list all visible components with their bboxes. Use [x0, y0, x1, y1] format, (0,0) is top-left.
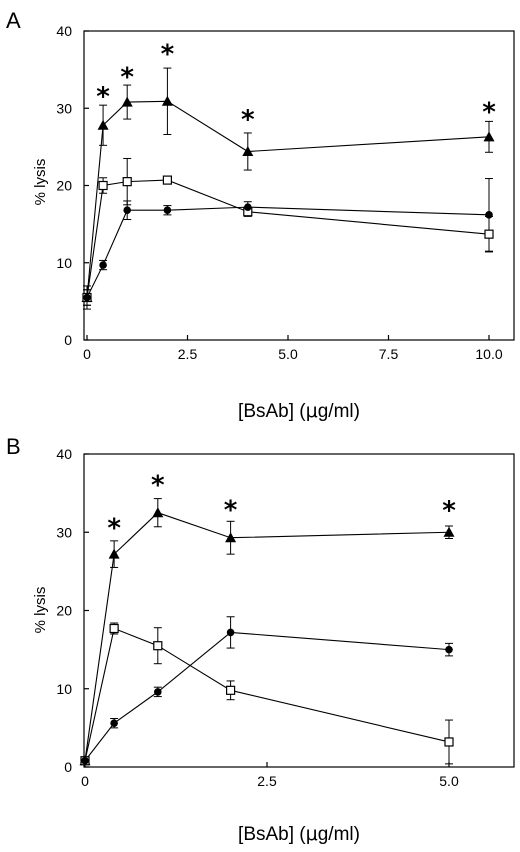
panel-letter: A	[6, 8, 21, 33]
tick-group: 0 10 20 30 40 0 2.5 5.0	[56, 446, 459, 789]
series-line	[84, 512, 450, 761]
y-tick-label: 30	[56, 100, 72, 116]
series-line	[84, 631, 450, 762]
significance-star: *	[224, 495, 238, 525]
y-tick-label: 20	[56, 178, 72, 194]
x-tick-label: 10.0	[475, 346, 502, 362]
series-line	[86, 206, 490, 298]
chart-b-svg: B 0 10 20 30 40 0 2.5 5.0 * * * * % lysis [BsAb] (…	[6, 434, 515, 845]
square-marker	[162, 175, 172, 185]
series-line	[86, 100, 490, 298]
y-tick-label: 40	[56, 23, 72, 39]
circle-marker	[226, 628, 235, 637]
circle-marker	[244, 203, 252, 211]
circle-marker	[163, 206, 172, 215]
square-marker	[153, 641, 163, 651]
square-marker	[98, 180, 108, 191]
significance-star: *	[151, 470, 165, 500]
y-tick-label: 40	[56, 446, 72, 462]
mark-group: * * * *	[79, 470, 456, 766]
x-tick-label: 0	[81, 773, 89, 789]
y-tick-label: 30	[56, 524, 72, 540]
x-tick-label: 2.5	[178, 346, 198, 362]
mark-group: * * * * *	[81, 39, 496, 310]
x-tick-label: 7.5	[379, 346, 399, 362]
triangle-marker	[97, 119, 109, 130]
series-line	[86, 179, 490, 298]
x-tick-label: 2.5	[257, 773, 277, 789]
triangle-marker	[108, 548, 120, 559]
triangle-marker	[152, 507, 164, 518]
tick-group: 0 10 20 30 40 0 2.5 5.0 7.5 10.0	[56, 23, 502, 362]
triangle-marker	[242, 146, 254, 157]
x-tick-label: 0	[83, 346, 91, 362]
triangle-marker	[483, 131, 495, 142]
triangle-marker	[443, 526, 455, 537]
significance-star: *	[241, 105, 255, 135]
circle-marker	[81, 756, 89, 765]
square-marker	[484, 229, 494, 239]
significance-star: *	[161, 39, 175, 69]
triangle-marker	[161, 95, 173, 106]
square-marker	[109, 623, 119, 634]
triangle-marker	[225, 532, 237, 543]
circle-marker	[83, 293, 91, 302]
triangle-marker	[121, 96, 133, 107]
circle-marker	[99, 261, 107, 269]
chart-panel-b: B 0 10 20 30 40 0 2.5 5.0 * * * * % lysis [BsAb] (…	[0, 426, 520, 852]
square-marker	[226, 685, 236, 695]
y-tick-label: 10	[56, 681, 72, 697]
x-tick-label: 5.0	[439, 773, 459, 789]
circle-marker	[154, 688, 162, 696]
x-axis-label: [BsAb] (μg/ml)	[238, 823, 360, 845]
chart-panel-a: A 0 10 20 30 40 0 2.5 5.0 7.5 10.0 * * * * * % lysis …	[6, 8, 515, 422]
square-marker	[444, 737, 454, 747]
significance-star: *	[107, 513, 121, 543]
circle-marker	[123, 206, 131, 215]
significance-star: *	[442, 496, 456, 526]
y-axis-label: % lysis	[32, 587, 49, 634]
series-line	[84, 627, 450, 761]
x-tick-label: 5.0	[278, 346, 298, 362]
y-tick-label: 0	[64, 332, 72, 348]
significance-star: *	[96, 82, 110, 112]
y-tick-label: 20	[56, 603, 72, 619]
significance-star: *	[482, 97, 496, 127]
panel-letter: B	[6, 434, 21, 459]
circle-marker	[110, 719, 118, 727]
plot-frame	[83, 30, 515, 341]
square-marker	[122, 177, 132, 187]
y-tick-label: 10	[56, 255, 72, 271]
y-axis-label: % lysis	[32, 159, 49, 206]
y-tick-label: 0	[64, 759, 72, 775]
x-axis-label: [BsAb] (μg/ml)	[238, 400, 360, 422]
significance-star: *	[120, 62, 134, 92]
circle-marker	[485, 211, 493, 219]
circle-marker	[445, 645, 453, 654]
